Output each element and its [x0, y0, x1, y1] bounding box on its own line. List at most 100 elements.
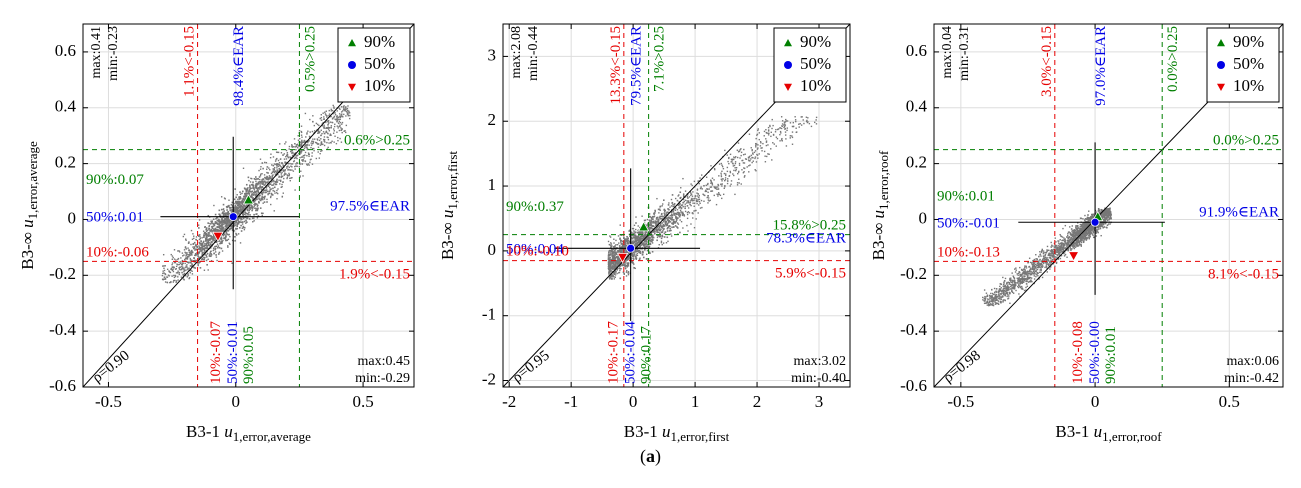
scatter-point	[191, 263, 193, 265]
scatter-point	[208, 255, 211, 257]
scatter-point	[754, 169, 756, 171]
scatter-point	[191, 254, 193, 256]
scatter-point	[290, 177, 292, 179]
scatter-point	[325, 130, 328, 132]
scatter-point	[339, 115, 341, 117]
scatter-point	[315, 122, 318, 125]
scatter-point	[302, 160, 304, 162]
scatter-point	[261, 186, 263, 188]
scatter-point	[306, 147, 308, 149]
scatter-point	[181, 271, 183, 274]
legend-label: 50%	[800, 54, 831, 73]
scatter-point	[294, 152, 297, 154]
scatter-point	[991, 304, 993, 306]
scatter-point	[991, 295, 994, 297]
scatter-point	[301, 136, 303, 138]
scatter-point	[237, 221, 240, 224]
scatter-point	[320, 119, 323, 121]
scatter-point	[726, 180, 729, 182]
scatter-point	[311, 155, 313, 157]
scatter-point	[229, 209, 232, 211]
scatter-point	[721, 180, 723, 182]
scatter-point	[734, 193, 736, 196]
scatter-point	[301, 139, 303, 142]
scatter-point	[634, 246, 637, 249]
scatter-point	[320, 116, 323, 119]
scatter-point	[639, 230, 641, 233]
scatter-point	[321, 143, 323, 146]
scatter-point	[608, 265, 610, 268]
scatter-point	[776, 137, 779, 140]
scatter-point	[319, 152, 321, 155]
scatter-point	[611, 277, 613, 280]
scatter-point	[239, 204, 242, 206]
scatter-point	[238, 204, 240, 207]
scatter-point	[607, 257, 610, 260]
y-tick-label: 0.2	[55, 153, 76, 172]
scatter-point	[613, 253, 616, 255]
scatter-point	[258, 176, 261, 178]
scatter-point	[235, 228, 237, 230]
scatter-point	[638, 231, 641, 234]
y-tick-label: -1	[482, 305, 496, 324]
scatter-point	[619, 251, 622, 253]
scatter-point	[209, 237, 211, 240]
scatter-point	[1057, 258, 1060, 260]
scatter-point	[197, 224, 200, 226]
scatter-point	[1059, 247, 1062, 250]
scatter-point	[240, 208, 242, 210]
scatter-point	[313, 149, 315, 152]
scatter-point	[616, 260, 619, 262]
scatter-point	[676, 211, 678, 214]
scatter-point	[1004, 299, 1007, 302]
scatter-point	[227, 216, 229, 219]
scatter-point	[723, 172, 726, 175]
x50-text: 50%:-0.01	[225, 321, 241, 384]
scatter-point	[672, 220, 675, 223]
scatter-point	[222, 219, 225, 222]
scatter-point	[175, 281, 177, 283]
scatter-point	[203, 258, 205, 261]
scatter-point	[652, 239, 654, 241]
scatter-point	[687, 207, 690, 209]
scatter-point	[198, 219, 201, 221]
scatter-point	[276, 170, 279, 172]
scatter-point	[164, 278, 167, 280]
scatter-point	[614, 253, 617, 255]
scatter-point	[661, 205, 663, 207]
scatter-point	[631, 234, 633, 237]
scatter-point	[757, 129, 759, 132]
scatter-point	[721, 197, 723, 200]
scatter-point	[632, 241, 634, 243]
scatter-point	[738, 164, 741, 166]
scatter-point	[802, 119, 804, 121]
scatter-point	[219, 230, 221, 232]
scatter-point	[815, 116, 818, 119]
y-axis-label: B3-∞ u1,error,average	[18, 141, 40, 270]
y10-text: 10%:-0.10	[506, 244, 569, 260]
scatter-point	[772, 142, 774, 144]
scatter-point	[285, 154, 288, 157]
scatter-point	[346, 112, 349, 114]
scatter-point	[339, 124, 341, 126]
scatter-point	[234, 239, 236, 242]
scatter-point	[618, 272, 620, 274]
scatter-point	[337, 116, 339, 119]
scatter-point	[611, 260, 614, 263]
x90-text: 90%:0.05	[241, 326, 257, 384]
scatter-point	[638, 258, 641, 261]
x90-text: 90%:0.17	[639, 326, 655, 384]
scatter-point	[256, 209, 259, 212]
scatter-point	[1015, 282, 1017, 284]
scatter-point	[286, 154, 289, 156]
scatter-point	[702, 193, 704, 195]
scatter-point	[765, 144, 768, 147]
scatter-point	[678, 207, 680, 209]
scatter-point	[674, 197, 677, 200]
scatter-point	[260, 212, 263, 215]
scatter-point	[298, 129, 301, 132]
scatter-point	[198, 247, 200, 250]
scatter-point	[260, 173, 262, 175]
scatter-point	[717, 195, 719, 197]
scatter-point	[758, 132, 761, 134]
